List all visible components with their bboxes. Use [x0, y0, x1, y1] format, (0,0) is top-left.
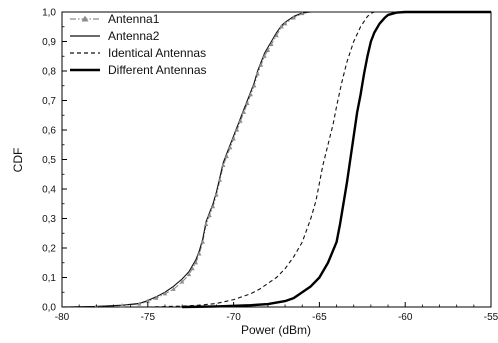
data-point-antenna1 — [214, 192, 219, 197]
data-point-antenna1 — [190, 266, 195, 271]
y-tick-label: 0,3 — [42, 214, 56, 225]
y-tick-label: 0,4 — [42, 185, 56, 196]
y-tick-label: 0,9 — [42, 37, 56, 48]
x-tick-label: -55 — [484, 312, 498, 323]
data-point-antenna1 — [300, 11, 305, 16]
legend-label-different-antennas: Different Antennas — [108, 63, 207, 77]
data-point-antenna1 — [265, 47, 271, 52]
data-point-antenna1 — [217, 177, 223, 182]
data-point-antenna1 — [203, 222, 209, 226]
series-line-antenna2 — [61, 11, 491, 308]
y-axis-title: CDF — [11, 148, 25, 173]
x-tick-label: -75 — [141, 312, 156, 323]
legend-marker-antenna1 — [81, 15, 89, 22]
legend: Antenna1 Antenna2 Identical Antennas Dif… — [70, 12, 207, 77]
data-point-antenna1 — [231, 136, 236, 141]
data-point-antenna1 — [238, 118, 243, 123]
series-line-different-antennas — [182, 10, 491, 309]
data-point-antenna1 — [207, 213, 212, 218]
data-point-antenna1 — [258, 62, 264, 67]
data-point-antenna1 — [145, 298, 150, 303]
plot-area — [61, 11, 492, 308]
legend-label-identical-antennas: Identical Antennas — [108, 46, 206, 60]
data-point-antenna1 — [274, 33, 279, 38]
data-point-antenna1 — [241, 109, 247, 114]
legend-label-antenna1: Antenna1 — [108, 12, 160, 26]
data-point-antenna1 — [245, 101, 250, 106]
y-tick-label: 1,0 — [42, 8, 56, 19]
x-tick-label: -65 — [312, 312, 327, 323]
data-point-antenna1 — [234, 127, 240, 132]
series-line-identical-antennas — [147, 11, 491, 308]
series-layer — [61, 10, 491, 309]
data-point-antenna1 — [119, 303, 125, 308]
data-point-antenna1 — [291, 15, 296, 20]
data-point-antenna1 — [279, 24, 284, 29]
y-tick-label: 0,6 — [42, 126, 56, 137]
x-tick-label: -70 — [226, 312, 241, 323]
data-point-antenna1 — [137, 301, 142, 306]
tick-layer: -80 -75 -70 -65 -60 -55 0,0 0,1 0,2 0,3 0,4 0,5 0,6 0… — [42, 8, 498, 324]
data-point-antenna1 — [269, 42, 274, 47]
y-tick-label: 0,0 — [42, 303, 56, 314]
x-tick-label: -80 — [55, 312, 70, 323]
legend-item-antenna2: Antenna2 — [70, 29, 160, 43]
data-point-antenna1 — [262, 53, 267, 58]
data-point-antenna1 — [224, 154, 229, 159]
series-line-antenna1 — [61, 11, 491, 308]
data-point-antenna1 — [251, 83, 257, 88]
legend-item-identical-antennas: Identical Antennas — [70, 46, 206, 60]
data-point-antenna1 — [282, 21, 288, 26]
legend-label-antenna2: Antenna2 — [108, 29, 160, 43]
legend-item-different-antennas: Different Antennas — [70, 63, 207, 77]
x-axis-title: Power (dBm) — [241, 323, 311, 337]
legend-item-antenna1: Antenna1 — [70, 12, 160, 26]
y-tick-label: 0,2 — [42, 244, 56, 255]
data-point-antenna1 — [179, 279, 185, 284]
data-point-antenna1 — [227, 145, 233, 150]
x-tick-label: -60 — [398, 312, 413, 323]
marker-layer — [94, 11, 305, 309]
data-point-antenna1 — [200, 239, 205, 244]
data-point-antenna1 — [154, 295, 159, 300]
data-point-antenna1 — [210, 204, 216, 209]
y-tick-label: 0,5 — [42, 155, 56, 166]
data-point-antenna1 — [193, 260, 199, 265]
data-point-antenna1 — [197, 251, 202, 256]
y-tick-label: 0,7 — [42, 96, 56, 107]
data-point-antenna1 — [162, 291, 168, 296]
data-point-antenna1 — [221, 163, 226, 167]
y-tick-label: 0,1 — [42, 273, 56, 284]
data-point-antenna1 — [186, 272, 192, 277]
data-point-antenna1 — [255, 71, 260, 76]
data-point-antenna1 — [248, 92, 253, 97]
y-tick-label: 0,8 — [42, 67, 56, 78]
data-point-antenna1 — [171, 286, 176, 291]
